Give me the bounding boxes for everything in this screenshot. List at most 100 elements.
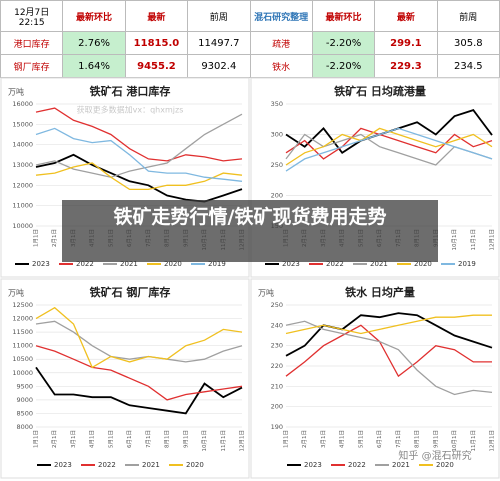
y-tick-label: 210	[271, 382, 283, 390]
x-tick-label: 2月1日	[301, 430, 308, 448]
row-label: 钢厂库存	[0, 54, 64, 78]
row-label: 铁水	[249, 54, 313, 78]
date: 12月7日	[14, 7, 50, 18]
latest-cell: 299.1	[374, 31, 438, 55]
series-line	[285, 127, 493, 172]
summary-table: 12月7日 22:15 最新环比 最新 前周 混石研究整理 最新环比 最新 前周 …	[0, 0, 500, 78]
unit-label: 万吨	[8, 288, 24, 298]
legend-label: 2021	[120, 260, 138, 268]
watermark: 获取更多数据加vx：qhxmjzs	[77, 105, 184, 115]
chart: 铁水 日均产量 万吨 190 200 210 220 230 240 250 1月1日 2月1日 3月…	[250, 278, 500, 479]
latest-cell: 229.3	[374, 54, 438, 78]
legend-label: 2019	[458, 260, 476, 268]
y-tick-label: 220	[271, 362, 283, 370]
banner: 铁矿走势行情/铁矿现货费用走势	[62, 200, 438, 262]
series-line	[285, 324, 492, 378]
y-tick-label: 190	[271, 423, 283, 431]
y-tick-label: 10000	[12, 222, 33, 230]
x-tick-label: 10月1日	[451, 229, 458, 251]
y-tick-label: 11000	[12, 342, 33, 350]
series-line	[35, 113, 243, 178]
x-tick-label: 1月1日	[33, 430, 40, 448]
unit-label: 万吨	[8, 87, 24, 97]
y-tick-label: 250	[271, 301, 283, 309]
change-cell: -2.20%	[311, 31, 376, 55]
header-cell: 混石研究整理	[249, 0, 313, 32]
chart-title: 铁矿石 钢厂库存	[90, 285, 171, 299]
y-tick-label: 12000	[12, 315, 33, 323]
y-tick-label: 250	[271, 161, 283, 169]
x-tick-label: 5月1日	[107, 430, 114, 448]
charts: 铁水 日均产量 万吨 190 200 210 220 230 240 250 1月1日 2月1日 3月…	[0, 77, 500, 479]
prev-cell: 305.8	[436, 31, 500, 55]
y-tick-label: 9500	[16, 382, 33, 390]
series-line	[35, 366, 243, 415]
row-label: 疏港	[249, 31, 313, 55]
x-tick-label: 8月1日	[414, 430, 421, 448]
legend-label: 2021	[370, 260, 388, 268]
x-tick-label: 6月1日	[376, 430, 383, 448]
x-tick-label: 3月1日	[320, 430, 327, 448]
y-tick-label: 15000	[12, 120, 33, 128]
y-tick-label: 350	[271, 100, 283, 108]
x-tick-label: 4月1日	[89, 430, 96, 448]
x-tick-label: 5月1日	[357, 430, 364, 448]
header-cell: 最新环比	[311, 0, 376, 32]
panel-frame	[0, 278, 250, 479]
y-tick-label: 240	[271, 321, 283, 329]
y-tick-label: 16000	[12, 100, 33, 108]
x-tick-label: 10月1日	[451, 430, 458, 452]
banner-title: 铁矿走势行情/铁矿现货费用走势	[113, 206, 387, 228]
x-tick-label: 11月1日	[470, 430, 477, 452]
x-tick-label: 3月1日	[70, 430, 77, 448]
x-tick-label: 9月1日	[182, 430, 189, 448]
x-tick-label: 4月1日	[339, 430, 346, 448]
row-label: 港口库存	[0, 31, 64, 55]
chart-title: 铁矿石 港口库存	[90, 84, 171, 98]
chart-title: 铁水 日均产量	[345, 285, 415, 299]
unit-label: 万吨	[258, 288, 274, 298]
y-tick-label: 200	[271, 192, 283, 200]
legend-label: 2023	[304, 461, 322, 469]
series-line	[35, 345, 243, 401]
header-cell: 最新	[374, 0, 438, 32]
header-cell: 最新环比	[62, 0, 126, 32]
chart: 铁矿石 钢厂库存 万吨 8000 8500 9000 9500 10000 10500 1100…	[0, 278, 250, 479]
date-cell: 12月7日 22:15	[0, 0, 64, 32]
prev-cell: 11497.7	[187, 31, 251, 55]
y-tick-label: 300	[271, 131, 283, 139]
x-tick-label: 7月1日	[395, 430, 402, 448]
y-tick-label: 8500	[16, 409, 33, 417]
latest-cell: 9455.2	[124, 54, 189, 78]
x-tick-label: 12月1日	[239, 430, 246, 452]
change-cell: 2.76%	[62, 31, 126, 55]
legend-label: 2022	[98, 461, 116, 469]
x-tick-label: 1月1日	[283, 430, 290, 448]
y-tick-label: 10500	[12, 355, 33, 363]
y-tick-label: 13000	[12, 161, 33, 169]
series-line	[285, 320, 493, 396]
series-line	[285, 127, 493, 160]
time: 22:15	[18, 17, 45, 28]
y-tick-label: 9000	[16, 396, 33, 404]
legend-label: 2023	[54, 461, 72, 469]
x-tick-label: 9月1日	[432, 430, 439, 448]
x-tick-label: 11月1日	[470, 229, 477, 251]
legend-label: 2020	[414, 260, 432, 268]
legend-label: 2022	[76, 260, 94, 268]
x-tick-label: 1月1日	[33, 229, 40, 247]
latest-cell: 11815.0	[124, 31, 189, 55]
x-tick-label: 10月1日	[201, 430, 208, 452]
series-line	[35, 127, 243, 182]
chart-title: 铁矿石 日均疏港量	[334, 84, 426, 98]
panel-frame	[250, 278, 500, 479]
x-tick-label: 2月1日	[51, 229, 58, 247]
series-line	[35, 162, 243, 191]
y-tick-label: 230	[271, 342, 283, 350]
legend-label: 2023	[32, 260, 50, 268]
change-cell: 1.64%	[62, 54, 126, 78]
series-line	[285, 314, 492, 335]
series-line	[35, 306, 243, 369]
panel-frame	[0, 77, 250, 278]
credit: 知乎 @混石研究	[398, 449, 471, 462]
